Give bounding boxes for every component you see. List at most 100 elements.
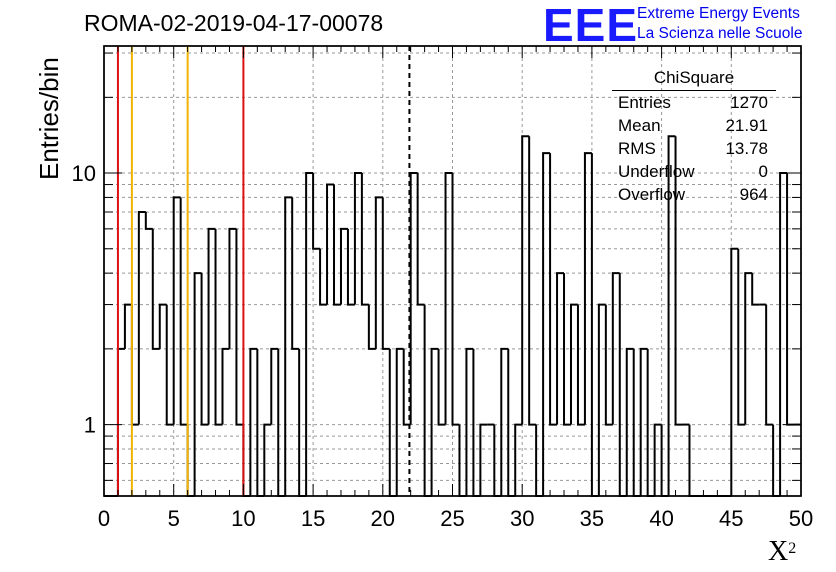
histogram-bin bbox=[542, 152, 551, 496]
histogram-bin bbox=[395, 347, 404, 496]
histogram-bin bbox=[730, 247, 739, 496]
histogram-bin bbox=[207, 227, 216, 425]
histogram-bin bbox=[172, 196, 181, 425]
histogram-bin bbox=[200, 273, 209, 426]
x-tick-label: 0 bbox=[98, 506, 110, 531]
histogram-bin bbox=[284, 196, 293, 496]
stats-value: 964 bbox=[739, 185, 768, 204]
x-tick-label: 50 bbox=[789, 506, 813, 531]
histogram-bin bbox=[381, 197, 390, 350]
stats-box: ChiSquare Entries 1270 Mean 21.91 RMS 13.78… bbox=[612, 68, 776, 206]
histogram-bin bbox=[576, 304, 585, 426]
stats-value: 13.78 bbox=[725, 139, 768, 158]
histogram-bin bbox=[374, 196, 383, 349]
x-tick-label: 45 bbox=[719, 506, 743, 531]
histogram-bin bbox=[158, 303, 167, 349]
histogram-bin bbox=[319, 248, 328, 306]
histogram-bin bbox=[144, 212, 153, 230]
eee-logo-text: Extreme Energy Events La Scienza nelle S… bbox=[637, 4, 802, 44]
histogram-bin bbox=[353, 172, 362, 305]
histogram-bin bbox=[402, 348, 411, 426]
stats-label: RMS bbox=[618, 139, 656, 158]
x-tick-label: 20 bbox=[371, 506, 395, 531]
histogram-bin bbox=[305, 172, 314, 496]
histogram-bin bbox=[291, 197, 300, 350]
histogram-bin bbox=[556, 272, 565, 425]
histogram-bin bbox=[604, 304, 613, 426]
y-axis-label-text: Entries/bin bbox=[34, 57, 64, 180]
histogram-bin bbox=[360, 173, 369, 306]
stats-row: Mean 21.91 bbox=[612, 114, 776, 137]
x-tick-label: 40 bbox=[649, 506, 673, 531]
logo-line-2: La Scienza nelle Scuole bbox=[637, 25, 803, 42]
stats-label: Entries bbox=[618, 93, 671, 112]
histogram-bin bbox=[674, 136, 683, 426]
x-axis-label-text: X bbox=[768, 536, 789, 567]
histogram-bin bbox=[667, 135, 676, 496]
stats-box-title: ChiSquare bbox=[612, 68, 776, 91]
histogram-bin bbox=[249, 347, 258, 496]
x-tick-label: 30 bbox=[510, 506, 534, 531]
histogram-bin bbox=[437, 348, 446, 426]
histogram-bin bbox=[549, 153, 558, 426]
histogram-bin bbox=[235, 228, 244, 426]
stats-row: Overflow 964 bbox=[612, 183, 776, 206]
histogram-bin bbox=[333, 184, 341, 306]
histogram-bin bbox=[228, 227, 237, 349]
stats-row: Underflow 0 bbox=[612, 160, 776, 183]
histogram-bin bbox=[563, 273, 571, 426]
histogram-bin bbox=[137, 211, 146, 425]
histogram-bin bbox=[214, 228, 223, 426]
x-tick-label: 10 bbox=[231, 506, 255, 531]
histogram-bin bbox=[639, 347, 648, 496]
histogram-bin bbox=[123, 303, 132, 349]
histogram-bin bbox=[528, 136, 537, 426]
histogram-bin bbox=[514, 423, 523, 496]
eee-logo: EEE bbox=[543, 0, 639, 51]
histogram-bin bbox=[339, 227, 348, 305]
histogram-bin bbox=[165, 304, 174, 426]
histogram-bin bbox=[151, 228, 160, 350]
histogram-bin bbox=[744, 272, 753, 425]
histogram-bin bbox=[367, 304, 376, 350]
x-tick-label: 5 bbox=[168, 506, 180, 531]
reference-lines bbox=[116, 46, 411, 496]
stats-label: Underflow bbox=[618, 162, 695, 181]
chart-title: ROMA-02-2019-04-17-00078 bbox=[84, 10, 384, 36]
stats-value: 1270 bbox=[730, 93, 768, 112]
histogram-bin bbox=[263, 423, 272, 496]
y-tick-label: 1 bbox=[84, 413, 96, 438]
stats-row: Entries 1270 bbox=[612, 91, 776, 114]
histogram-bin bbox=[751, 273, 760, 306]
histogram-bin bbox=[270, 347, 279, 425]
histogram-bin bbox=[451, 173, 460, 426]
logo-line-1: Extreme Energy Events bbox=[637, 5, 800, 22]
stats-row: RMS 13.78 bbox=[612, 137, 776, 160]
x-tick-label: 25 bbox=[440, 506, 464, 531]
histogram-bin bbox=[625, 347, 634, 496]
histogram-bin bbox=[193, 272, 202, 496]
histogram-bin bbox=[444, 172, 453, 425]
stats-label: Mean bbox=[618, 116, 661, 135]
histogram-bin bbox=[765, 304, 774, 426]
histogram-bin bbox=[221, 347, 230, 425]
histogram-bin bbox=[611, 272, 620, 425]
histogram-bin bbox=[179, 197, 188, 426]
histogram-bin bbox=[465, 347, 474, 496]
histogram-bin bbox=[653, 423, 662, 496]
x-tick-label: 35 bbox=[580, 506, 604, 531]
stats-label: Overflow bbox=[618, 185, 686, 204]
histogram-bin bbox=[737, 248, 746, 426]
histogram-bin bbox=[521, 135, 530, 425]
histogram-bin bbox=[346, 228, 355, 306]
histogram-bin bbox=[312, 173, 321, 250]
histogram-bin bbox=[430, 347, 439, 496]
histogram-bin bbox=[479, 423, 488, 496]
histogram-bin bbox=[326, 183, 335, 305]
histogram-bin bbox=[597, 303, 606, 496]
x-axis-label-superscript: 2 bbox=[788, 540, 797, 557]
y-axis-label: Entries/bin bbox=[4, 57, 64, 188]
histogram-bin bbox=[500, 347, 509, 496]
stats-value: 0 bbox=[758, 162, 768, 181]
